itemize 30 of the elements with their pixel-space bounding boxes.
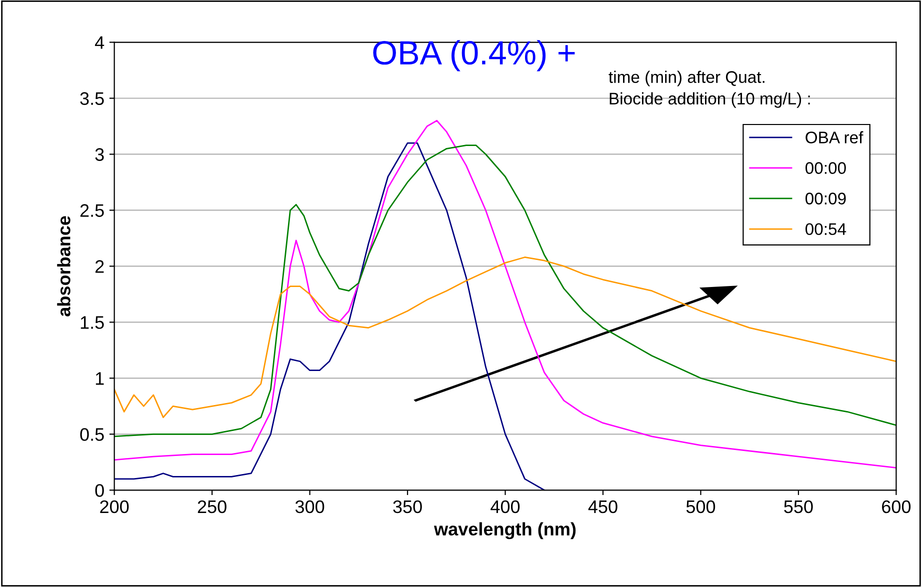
line-series [114, 144, 896, 438]
x-tick-label: 450 [588, 500, 618, 514]
legend-label: 00:09 [805, 192, 846, 204]
x-tick-label: 600 [882, 500, 911, 514]
y-tick-label: 3.5 [80, 92, 104, 105]
x-tick-label: 250 [198, 500, 226, 514]
y-tick-label: 0 [95, 484, 104, 497]
y-axis-title: absorbance [57, 216, 70, 316]
x-axis-title: wavelength (nm) [434, 522, 576, 540]
line-series [114, 142, 546, 490]
x-tick-label: 400 [490, 500, 520, 514]
y-tick-label: 1.5 [80, 316, 104, 329]
x-tick-label: 550 [784, 500, 813, 514]
y-tick-label: 1 [96, 372, 104, 385]
y-tick-label: 4 [94, 36, 104, 49]
y-tick-label: 0.5 [80, 428, 104, 441]
x-tick-label: 500 [686, 500, 716, 514]
chart-title: OBA (0.4%) + [373, 40, 575, 72]
legend-label: 00:00 [805, 162, 846, 174]
x-tick-label: 300 [295, 500, 324, 514]
y-tick-label: 2.5 [80, 204, 104, 217]
x-tick-label: 200 [100, 500, 129, 514]
y-tick-label: 3 [95, 148, 104, 161]
x-tick-label: 350 [393, 500, 422, 514]
y-tick-label: 2 [95, 260, 104, 273]
legend-label: 00:54 [805, 223, 846, 236]
line-series [114, 120, 896, 468]
legend-label: OBA ref [806, 131, 864, 144]
legend-title: time (min) after Quat. Biocide addition (10 mg/L) : [608, 70, 810, 108]
line-series [114, 256, 896, 418]
